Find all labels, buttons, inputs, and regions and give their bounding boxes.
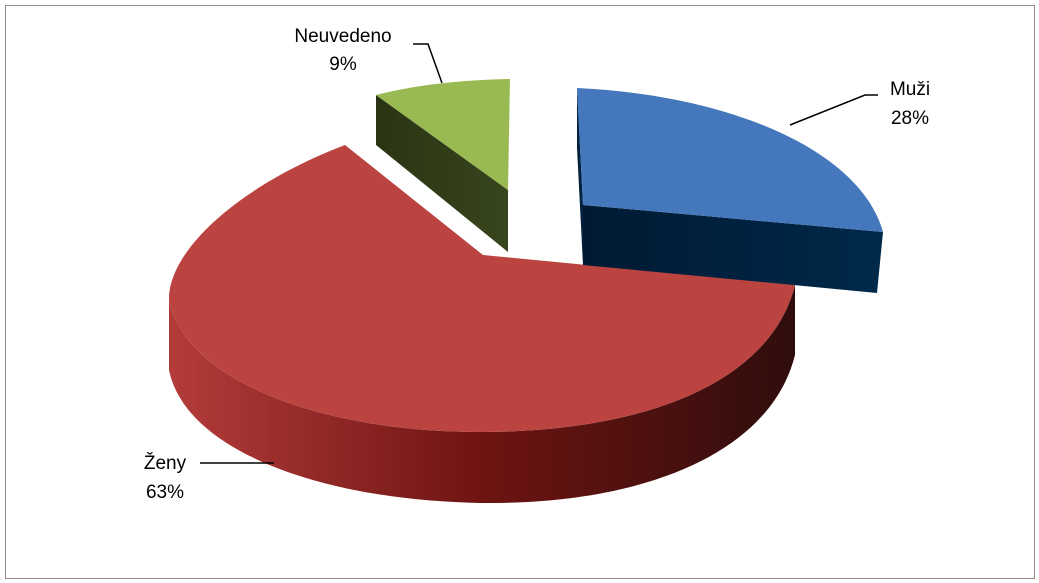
slice-neuvedeno	[376, 79, 510, 252]
slice-muzi-side-front	[577, 88, 583, 265]
label-zeny-value: 63%	[146, 482, 184, 503]
slice-muzi-top	[577, 88, 883, 232]
label-muzi-value: 28%	[891, 108, 929, 129]
slice-muzi-side	[583, 205, 883, 293]
slice-neuvedeno-side	[376, 95, 508, 252]
slice-zeny	[168, 145, 795, 504]
leader-line-neuvedeno	[413, 43, 443, 84]
label-muzi-name: Muži	[890, 79, 930, 100]
label-neuvedeno-name: Neuvedeno	[294, 26, 391, 47]
slice-neuvedeno-top	[376, 79, 510, 190]
label-zeny-name: Ženy	[144, 452, 187, 474]
slice-zeny-top	[168, 145, 795, 432]
label-neuvedeno-value: 9%	[329, 54, 357, 75]
slice-zeny-side	[169, 285, 795, 504]
leader-line-muzi	[789, 94, 878, 126]
slice-muzi	[577, 88, 883, 293]
